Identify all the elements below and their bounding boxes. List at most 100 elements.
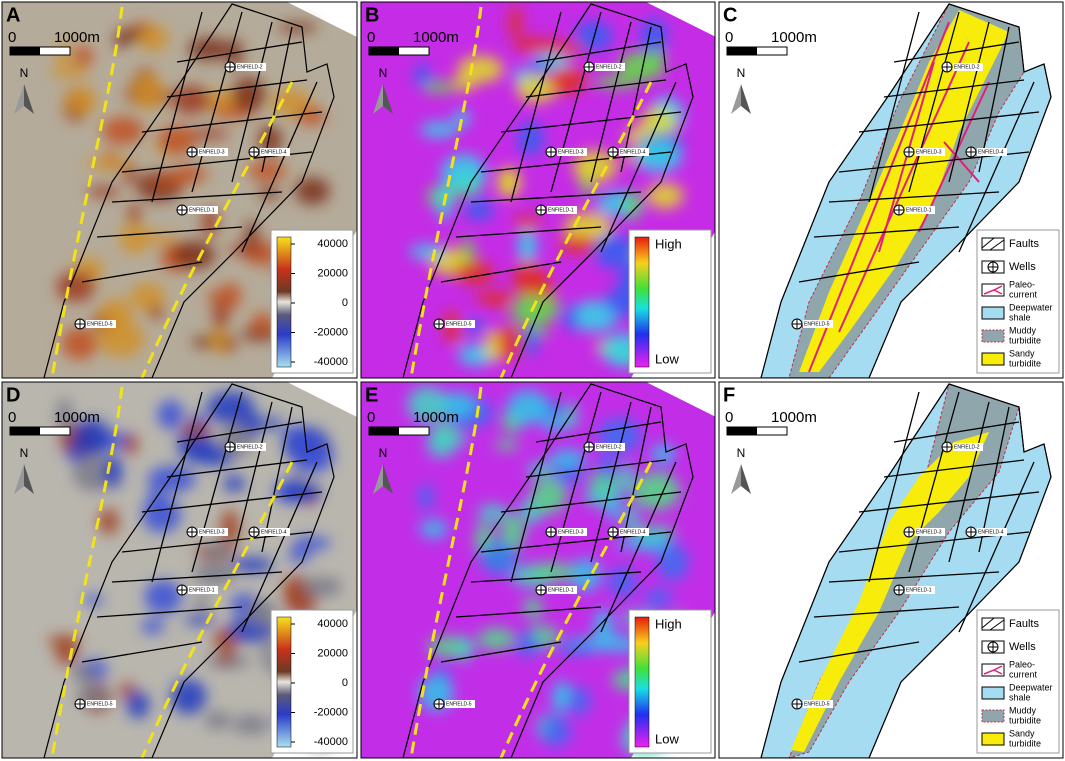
fault — [111, 191, 283, 203]
legend-icon — [981, 329, 1005, 343]
well-label-bg — [953, 443, 983, 451]
legend-icon — [981, 709, 1005, 723]
patch — [204, 711, 232, 730]
colorbar-tick-label: 40000 — [317, 238, 348, 250]
legend-icon — [983, 285, 1003, 295]
well-cross — [942, 62, 952, 72]
field-outline — [43, 3, 335, 378]
panel: ENFIELD-2 ENFIELD-3 ENFIELD-4 ENFIELD-1 ENFI… — [718, 1, 1064, 379]
panel-letter: A — [6, 4, 20, 26]
fault — [798, 261, 920, 283]
patch — [418, 675, 454, 711]
scale-length: 1000m — [771, 409, 817, 426]
patch — [270, 89, 313, 116]
field-outline — [760, 3, 1052, 378]
patch — [228, 243, 263, 256]
colorbar-tick-label: -40000 — [314, 736, 348, 748]
fault — [948, 401, 990, 563]
patch — [73, 418, 111, 457]
fault — [191, 391, 243, 573]
patch — [517, 121, 545, 156]
scale-bar-fill — [727, 427, 757, 435]
patch — [219, 648, 233, 666]
well-label-bg — [803, 700, 833, 708]
well-label: ENFIELD-1 — [548, 207, 574, 213]
fault — [440, 261, 562, 283]
well-label: ENFIELD-5 — [804, 701, 830, 707]
well-cross — [546, 527, 556, 537]
patch — [124, 433, 138, 456]
fault — [868, 391, 920, 583]
well-cross — [249, 527, 259, 537]
scale-bar-fill — [727, 47, 757, 55]
well-cross — [434, 699, 444, 709]
well-label: ENFIELD-5 — [87, 321, 113, 327]
fault — [166, 459, 308, 478]
patch — [73, 45, 94, 68]
scale-length: 1000m — [413, 409, 459, 426]
fault — [231, 21, 273, 183]
legend-label: Deepwater — [1009, 682, 1053, 692]
fault — [620, 406, 652, 553]
scale-zero: 0 — [367, 409, 375, 426]
patch — [409, 244, 446, 259]
panel-letter: C — [723, 4, 737, 26]
well-cross — [536, 205, 546, 215]
panel-letter: B — [365, 4, 379, 26]
well-label: ENFIELD-4 — [261, 529, 287, 535]
scale-zero: 0 — [8, 29, 16, 46]
patch — [501, 514, 525, 552]
panel-letter: D — [6, 384, 20, 406]
fault — [500, 491, 682, 513]
well-label: ENFIELD-4 — [620, 149, 646, 155]
fault — [81, 261, 203, 283]
legend-icon — [981, 686, 1005, 700]
fault — [470, 571, 642, 583]
north-arrow — [14, 464, 24, 494]
patch — [644, 588, 672, 608]
north-arrow — [373, 464, 383, 494]
well-label: ENFIELD-4 — [261, 149, 287, 155]
north-arrow — [731, 464, 741, 494]
legend-label: Paleo- — [1009, 659, 1035, 669]
fault — [858, 491, 1040, 513]
patch — [583, 486, 617, 507]
fault — [813, 606, 960, 618]
legend-box — [976, 609, 1060, 754]
colorbar-tick-label: 0 — [342, 297, 348, 309]
map: ENFIELD-2 ENFIELD-3 ENFIELD-4 ENFIELD-1 ENFI… — [2, 382, 357, 758]
well-cross — [904, 147, 914, 157]
well-label-bg — [977, 528, 1007, 536]
dashed-boundary — [50, 6, 124, 378]
dashed-boundary — [140, 81, 294, 378]
panel: ENFIELD-2 ENFIELD-3 ENFIELD-4 ENFIELD-1 ENFI… — [1, 381, 358, 759]
patch — [129, 282, 166, 311]
well-label-bg — [188, 206, 218, 214]
legend-label: Wells — [1009, 261, 1036, 273]
patch — [148, 305, 165, 320]
scale-length: 1000m — [413, 29, 459, 46]
patch — [206, 290, 225, 303]
panel-border — [360, 381, 716, 759]
well-label: ENFIELD-4 — [620, 529, 646, 535]
patch — [559, 235, 602, 254]
well-label-bg — [905, 206, 935, 214]
fault — [858, 111, 1040, 133]
patch — [220, 509, 240, 547]
panel: ENFIELD-2 ENFIELD-3 ENFIELD-4 ENFIELD-1 ENFI… — [1, 1, 358, 379]
well-label: ENFIELD-2 — [237, 444, 263, 450]
patch — [227, 38, 243, 70]
well-cross — [177, 205, 187, 215]
north-arrow — [383, 84, 393, 114]
patch — [85, 157, 134, 170]
fault — [908, 11, 960, 193]
colorbar-high: High — [655, 236, 682, 251]
patch — [141, 496, 182, 533]
legend-icon — [983, 665, 1003, 675]
patch — [158, 125, 197, 155]
well-cross — [546, 147, 556, 157]
map: ENFIELD-2 ENFIELD-3 ENFIELD-4 ENFIELD-1 ENFI… — [760, 383, 1052, 758]
well-label-bg — [915, 528, 945, 536]
well-label: ENFIELD-1 — [189, 207, 215, 213]
panel-border — [1, 1, 358, 379]
